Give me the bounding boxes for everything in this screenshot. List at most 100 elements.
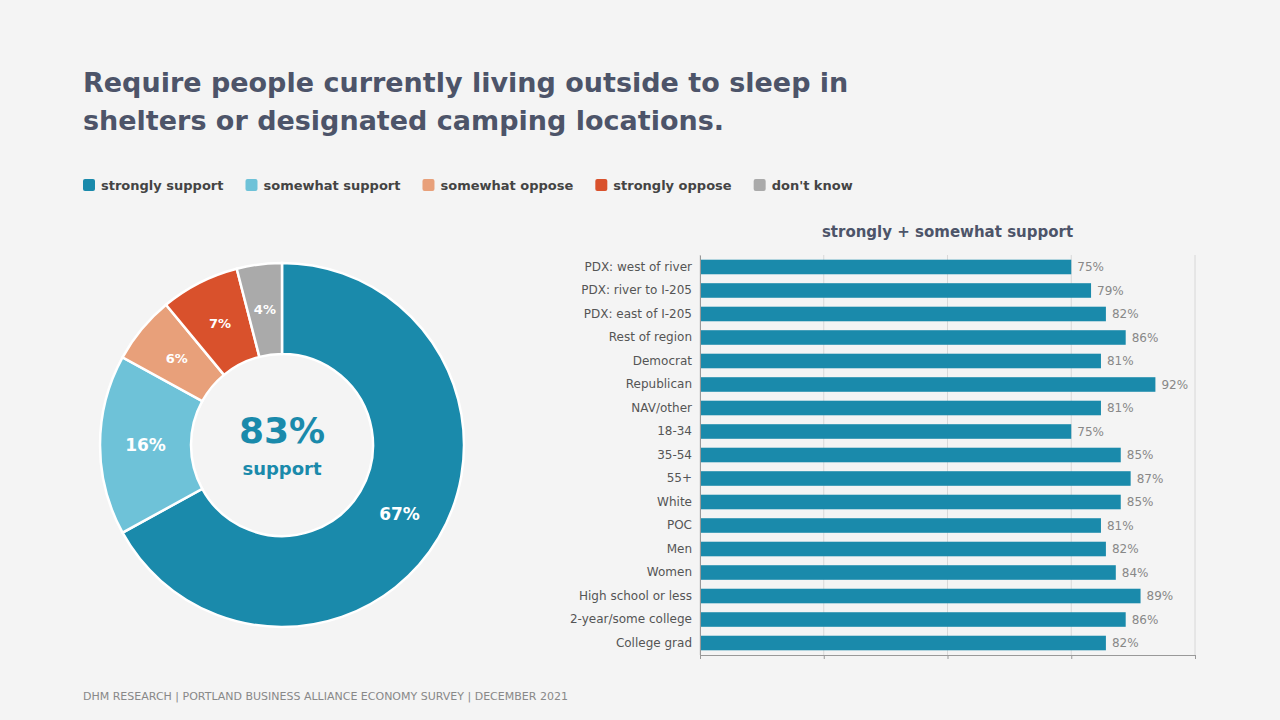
- y-axis: PDX: west of river PDX: river to I-205 PDX…: [570, 256, 701, 656]
- y-tick-label: Democrat: [633, 354, 693, 368]
- data-label: 75%: [1077, 260, 1104, 274]
- data-label: 86%: [1132, 613, 1159, 627]
- y-tick: High school or less: [579, 589, 700, 603]
- y-tick-label: Men: [667, 542, 692, 556]
- legend-label: somewhat oppose: [440, 178, 573, 193]
- donut: 67% 16% 6% 7% 4% 83% support: [100, 263, 464, 627]
- data-label: 6%: [166, 351, 188, 366]
- bar: [700, 354, 1101, 369]
- bar: [700, 330, 1126, 345]
- y-tick-label: 18-34: [657, 424, 692, 438]
- y-tick-label: Women: [647, 565, 692, 579]
- y-tick: PDX: west of river: [584, 260, 700, 274]
- y-tick-label: 2-year/some college: [570, 612, 692, 626]
- data-label: 92%: [1161, 378, 1188, 392]
- y-tick-label: 55+: [667, 471, 692, 485]
- legend-swatch: [595, 179, 607, 191]
- bar: [700, 495, 1121, 510]
- data-label: 82%: [1112, 542, 1139, 556]
- bar: [700, 401, 1101, 416]
- data-label: 75%: [1077, 425, 1104, 439]
- x-tick-mark: [1195, 655, 1196, 659]
- bar: [700, 307, 1106, 322]
- grid-line: [700, 255, 701, 655]
- y-tick: 2-year/some college: [570, 612, 700, 626]
- y-tick: PDX: east of I-205: [584, 307, 700, 321]
- data-label: 85%: [1127, 495, 1154, 509]
- y-tick: College grad: [616, 636, 700, 650]
- x-tick: [1195, 655, 1196, 659]
- grid-line: [1195, 255, 1196, 655]
- y-tick-label: 35-54: [657, 448, 692, 462]
- footer: DHM RESEARCH | PORTLAND BUSINESS ALLIANC…: [83, 690, 568, 703]
- x-tick: [948, 655, 949, 659]
- y-tick: 35-54: [657, 448, 700, 462]
- data-label: 81%: [1107, 354, 1134, 368]
- bar: [700, 589, 1141, 604]
- y-axis-line: [700, 256, 701, 656]
- x-tick: [700, 655, 701, 659]
- data-label: 7%: [209, 316, 231, 331]
- y-tick-label: PDX: river to I-205: [581, 283, 692, 297]
- legend-swatch: [245, 179, 257, 191]
- bar-title: strongly + somewhat support: [822, 223, 1073, 241]
- subtitle: shelters or designated camping locations…: [83, 105, 724, 136]
- y-tick-label: White: [657, 495, 692, 509]
- legend-swatch: [422, 179, 434, 191]
- center-annotation: support: [242, 458, 322, 479]
- legend-swatch: [83, 179, 95, 191]
- bar: [700, 565, 1116, 580]
- bar: [700, 283, 1091, 298]
- y-tick: Republican: [626, 377, 700, 391]
- y-tick-label: Rest of region: [609, 330, 692, 344]
- y-tick-label: POC: [667, 518, 692, 532]
- data-label: 84%: [1122, 566, 1149, 580]
- y-tick: 18-34: [657, 424, 700, 438]
- y-tick-label: PDX: west of river: [584, 260, 692, 274]
- x-axis-line: [701, 656, 1196, 660]
- slices: [100, 263, 464, 627]
- data-label: 4%: [254, 302, 276, 317]
- legend-item: somewhat support: [245, 178, 400, 193]
- x-tick-mark: [824, 655, 825, 659]
- y-tick: Rest of region: [609, 330, 700, 344]
- legend-label: strongly oppose: [613, 178, 732, 193]
- x-tick: [1071, 655, 1072, 659]
- bar: [700, 377, 1155, 392]
- data-label: 67%: [379, 504, 420, 524]
- legend-item: strongly oppose: [595, 178, 732, 193]
- x-tick-mark: [700, 655, 701, 659]
- data-label: 81%: [1107, 401, 1134, 415]
- data-label: 86%: [1132, 331, 1159, 345]
- bar: [700, 542, 1106, 557]
- y-tick: Women: [647, 565, 700, 579]
- y-tick: 55+: [667, 471, 700, 485]
- x-tick-mark: [1071, 655, 1072, 659]
- legend-item: somewhat oppose: [422, 178, 573, 193]
- x-tick: [824, 655, 825, 659]
- bar: [700, 518, 1101, 533]
- grid: [700, 255, 1195, 655]
- chart-root: Require people currently living outside …: [0, 0, 1280, 720]
- bar: [700, 636, 1106, 651]
- bar: [700, 424, 1071, 439]
- legend-item: strongly support: [83, 178, 223, 193]
- y-tick: NAV/other: [631, 401, 700, 415]
- y-tick: POC: [667, 518, 700, 532]
- data-label: 82%: [1112, 307, 1139, 321]
- data-label: 89%: [1147, 589, 1174, 603]
- data-label: 82%: [1112, 636, 1139, 650]
- bar: [700, 448, 1121, 463]
- y-tick: Men: [667, 542, 700, 556]
- y-tick-label: PDX: east of I-205: [584, 307, 692, 321]
- center-annotation: 83%: [239, 410, 325, 451]
- y-tick-label: High school or less: [579, 589, 692, 603]
- legend-label: don't know: [772, 178, 853, 193]
- bar: [700, 612, 1126, 627]
- data-label: 87%: [1137, 472, 1164, 486]
- y-tick-label: NAV/other: [631, 401, 692, 415]
- legend-item: don't know: [754, 178, 853, 193]
- bar-chart: strongly + somewhat support PDX: west of …: [570, 223, 1196, 659]
- data-label: 16%: [125, 435, 166, 455]
- legend: strongly support somewhat support somewhat…: [83, 178, 853, 193]
